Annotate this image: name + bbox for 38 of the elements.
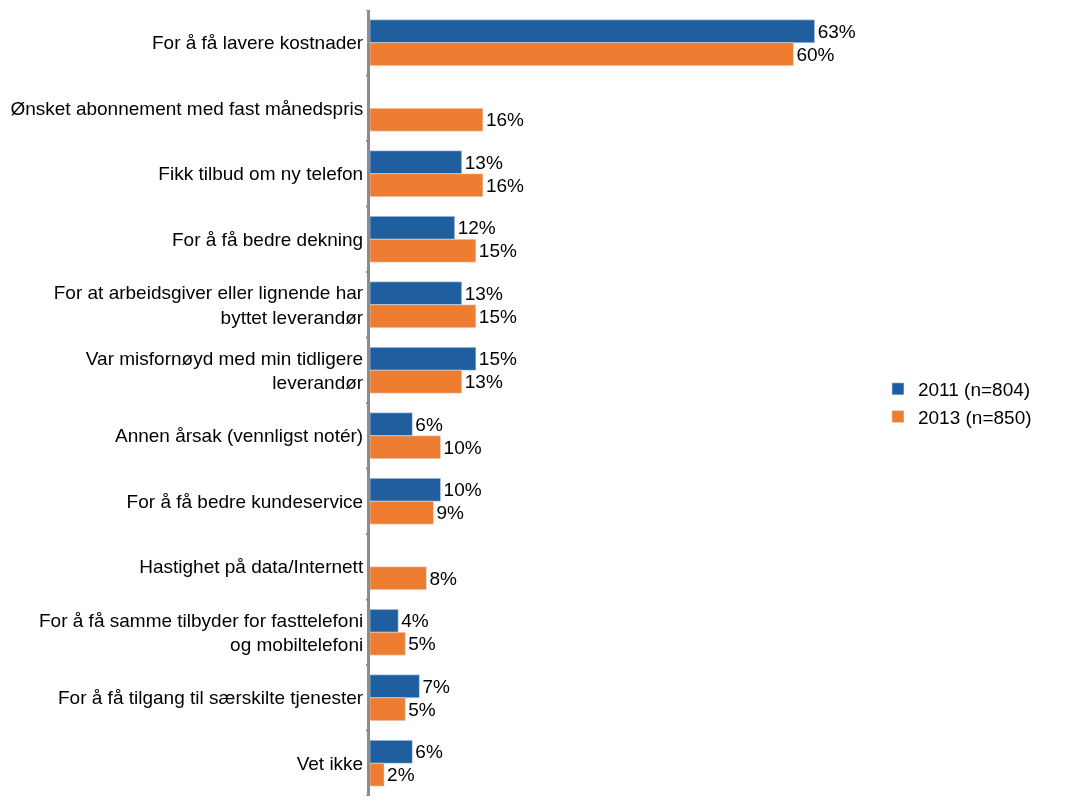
data-label: 16% bbox=[485, 109, 525, 131]
y-tick-label: Fikk tilbud om ny telefon bbox=[158, 163, 364, 185]
y-tick-label: Vet ikke bbox=[296, 752, 364, 774]
y-tick-label: Hastighet på data/Internett bbox=[139, 556, 364, 578]
data-label: 13% bbox=[464, 151, 503, 173]
data-label: 5% bbox=[408, 633, 436, 655]
data-label: 8% bbox=[429, 567, 458, 589]
bar bbox=[370, 566, 427, 590]
data-label: 13% bbox=[464, 282, 503, 304]
y-tick-label: For å få bedre kundeservice bbox=[126, 490, 364, 512]
data-label: 9% bbox=[436, 502, 465, 524]
data-label: 6% bbox=[415, 413, 443, 435]
data-label: 7% bbox=[422, 675, 450, 697]
y-tick-label: Ønsket abonnement med fast månedspris bbox=[10, 97, 364, 119]
data-label: 15% bbox=[478, 240, 517, 262]
y-tick-label: For at arbeidsgiver eller lignende har byttet leverandør bbox=[53, 282, 364, 328]
bar bbox=[370, 108, 484, 132]
data-label: 10% bbox=[443, 436, 482, 458]
data-label: 60% bbox=[796, 43, 835, 65]
y-tick-label: For å få lavere kostnader bbox=[151, 32, 364, 54]
y-tick-label: For å få samme tilbyder for fasttelefoni og mobiltelefoni bbox=[39, 609, 364, 656]
y-tick-label: Annen årsak (vennligst notér) bbox=[115, 425, 364, 447]
data-label: 15% bbox=[478, 348, 517, 370]
legend-label: 2013 (n=850) bbox=[917, 406, 1032, 428]
data-label: 10% bbox=[443, 479, 482, 501]
data-label: 12% bbox=[457, 217, 496, 239]
data-label: 63% bbox=[817, 20, 856, 42]
y-tick-label: Var misfornøyd med min tidligere leverandør bbox=[85, 347, 364, 394]
data-label: 6% bbox=[415, 741, 443, 763]
data-label: 5% bbox=[408, 698, 436, 720]
data-label: 16% bbox=[485, 174, 525, 196]
data-label: 13% bbox=[464, 371, 503, 393]
y-tick-label: For å få tilgang til særskilte tjenester bbox=[58, 687, 364, 709]
data-label: 15% bbox=[478, 305, 517, 327]
legend-label: 2011 (n=804) bbox=[917, 379, 1031, 401]
data-label: 2% bbox=[387, 764, 415, 786]
data-label: 4% bbox=[401, 610, 429, 632]
y-tick-label: For å få bedre dekning bbox=[172, 228, 364, 250]
